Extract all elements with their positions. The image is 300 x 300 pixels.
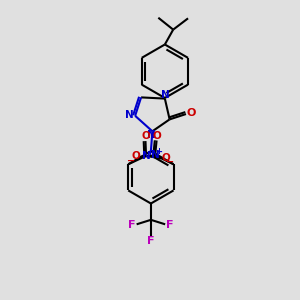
Text: O: O	[161, 153, 170, 163]
Text: N: N	[142, 151, 150, 161]
Text: O: O	[131, 151, 140, 161]
Text: F: F	[147, 236, 154, 246]
Text: N: N	[125, 110, 134, 120]
Text: O: O	[141, 131, 150, 141]
Text: N: N	[147, 130, 156, 140]
Text: +: +	[155, 147, 162, 156]
Text: O: O	[152, 131, 161, 141]
Text: N: N	[161, 90, 170, 100]
Text: −: −	[167, 157, 175, 167]
Text: O: O	[187, 108, 196, 118]
Text: N: N	[151, 150, 160, 160]
Text: −: −	[127, 155, 135, 165]
Text: F: F	[128, 220, 136, 230]
Text: F: F	[166, 220, 174, 230]
Text: +: +	[146, 148, 153, 157]
